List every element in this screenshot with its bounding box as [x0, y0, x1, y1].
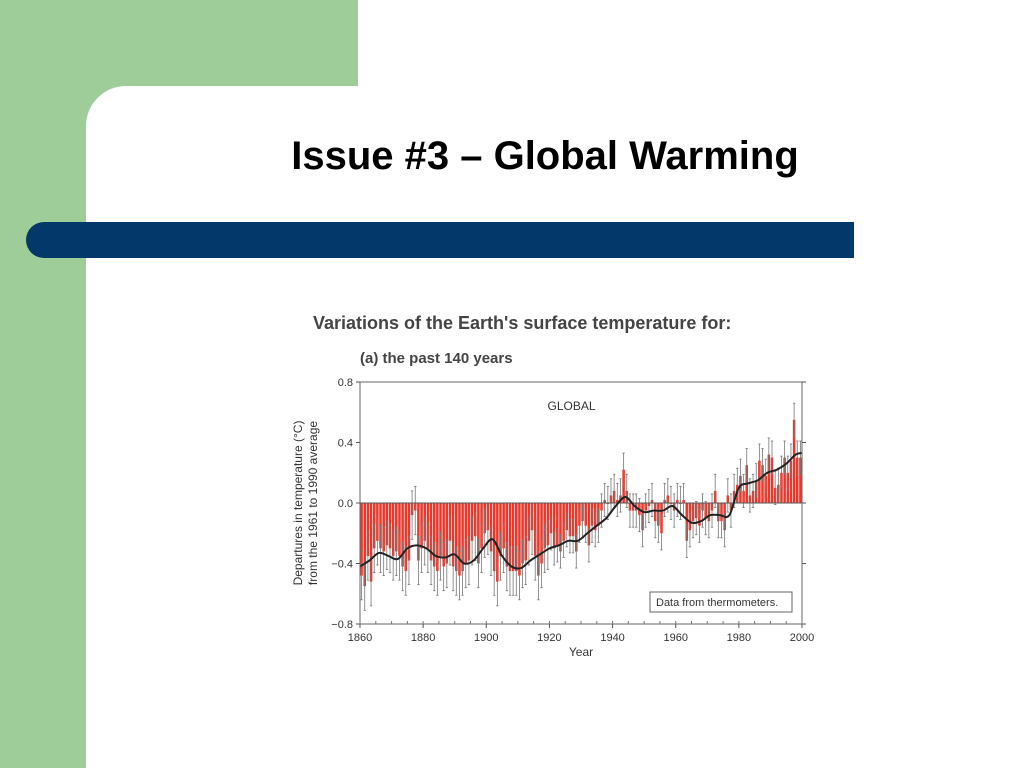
bar	[366, 503, 370, 556]
bar	[758, 460, 761, 503]
y-axis-label-line2: from the 1961 to 1990 average	[306, 421, 320, 585]
bar	[761, 465, 764, 503]
x-tick-label: 2000	[790, 632, 814, 644]
bar	[587, 503, 591, 546]
smoothed-trend-line	[359, 452, 803, 570]
bar	[540, 503, 543, 564]
y-tick-label: −0.4	[331, 559, 353, 571]
bar	[521, 503, 524, 564]
bar	[524, 503, 528, 561]
bar	[391, 503, 395, 556]
bar	[417, 503, 420, 561]
bar	[770, 457, 774, 503]
bar	[499, 503, 502, 556]
bar	[537, 503, 540, 576]
bar	[518, 503, 521, 576]
bar	[407, 503, 411, 561]
bar	[461, 503, 464, 572]
bar	[477, 503, 480, 564]
x-tick-label: 1940	[600, 632, 624, 644]
bar	[552, 503, 556, 549]
x-tick-label: 1960	[663, 632, 687, 644]
x-ticks: 1860 1880 1900 1920 1940 1960 1980 2000	[348, 621, 814, 644]
slide-title: Issue #3 – Global Warming	[291, 134, 799, 178]
chart-subtitle: (a) the past 140 years	[360, 350, 513, 367]
bar	[360, 503, 363, 576]
bar	[508, 503, 512, 572]
bar	[533, 503, 537, 556]
bar	[783, 457, 786, 503]
bar	[796, 457, 799, 503]
bar	[556, 503, 559, 546]
bar	[575, 503, 578, 552]
bar	[363, 503, 366, 587]
bar	[511, 503, 515, 572]
bar	[451, 503, 455, 567]
bar	[767, 454, 771, 503]
bar	[369, 503, 373, 582]
bar	[455, 503, 458, 572]
bar	[789, 460, 793, 503]
y-tick-label: 0.8	[338, 377, 353, 389]
bar	[404, 503, 408, 572]
chart-title: Variations of the Earth's surface temper…	[313, 313, 732, 333]
bar	[496, 503, 499, 582]
bar	[515, 503, 518, 572]
y-axis-label-line1: Departures in temperature (°C)	[291, 421, 305, 586]
y-tick-label: 0.0	[338, 498, 353, 510]
global-annotation: GLOBAL	[548, 399, 596, 413]
temperature-chart: 0.8 0.4 0.0 −0.4 −0.8 1860 1880 1900 1920 1940 19…	[291, 377, 814, 659]
bar	[562, 503, 565, 541]
x-tick-label: 1880	[411, 632, 435, 644]
x-tick-label: 1860	[348, 632, 372, 644]
bar	[799, 457, 802, 503]
bar	[792, 419, 796, 503]
title-underline-bar	[26, 222, 854, 258]
bar	[559, 503, 562, 552]
bar	[505, 503, 509, 567]
legend-box	[649, 591, 793, 613]
bar	[445, 503, 449, 564]
y-tick-label: −0.8	[331, 619, 353, 631]
bar	[429, 503, 433, 561]
bar	[398, 503, 401, 556]
bar	[401, 503, 404, 567]
bar	[464, 503, 468, 564]
bar	[436, 503, 439, 572]
bar	[492, 503, 496, 572]
bar	[442, 503, 445, 567]
x-tick-label: 1980	[727, 632, 751, 644]
x-tick-label: 1900	[474, 632, 498, 644]
bar	[467, 503, 471, 561]
y-ticks: 0.8 0.4 0.0 −0.4 −0.8	[331, 377, 806, 631]
x-tick-label: 1920	[537, 632, 561, 644]
y-tick-label: 0.4	[338, 438, 353, 450]
error-bars-group	[360, 402, 802, 611]
bar	[439, 503, 442, 556]
green-accent-left	[0, 0, 86, 768]
bar	[685, 503, 689, 541]
bar	[432, 503, 436, 567]
legend-note: Data from thermometers.	[656, 597, 778, 609]
bar	[458, 503, 461, 576]
x-axis-label: Year	[569, 645, 593, 659]
